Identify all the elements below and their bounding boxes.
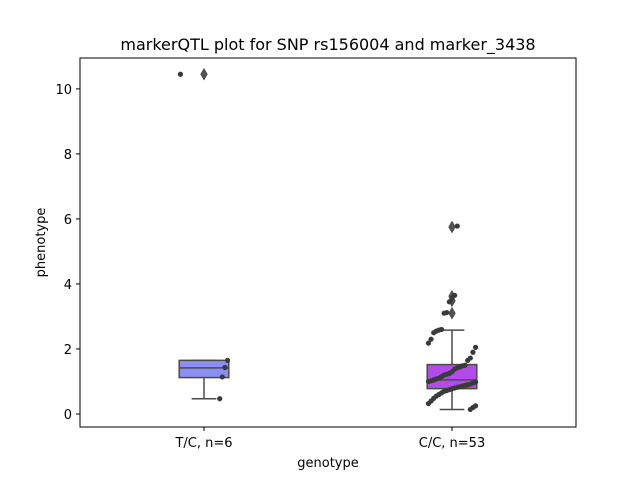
y-tick-label: 4 bbox=[64, 278, 72, 293]
data-point bbox=[470, 349, 476, 355]
data-point bbox=[441, 310, 447, 316]
y-tick-label: 8 bbox=[64, 148, 72, 163]
chart-title: markerQTL plot for SNP rs156004 and mark… bbox=[120, 35, 535, 55]
data-point bbox=[425, 340, 432, 346]
box bbox=[178, 359, 230, 379]
data-point bbox=[428, 336, 434, 342]
outlier-marker bbox=[448, 306, 456, 320]
outlier-marker bbox=[448, 220, 456, 234]
y-tick-label: 10 bbox=[55, 83, 72, 98]
data-point bbox=[219, 374, 225, 380]
data-point bbox=[177, 71, 184, 77]
y-axis-label: phenotype bbox=[34, 208, 49, 278]
boxes-layer bbox=[178, 67, 478, 411]
data-point bbox=[472, 344, 479, 350]
y-tick-label: 0 bbox=[64, 408, 72, 423]
points-layer bbox=[177, 71, 479, 413]
data-point bbox=[224, 357, 231, 363]
x-axis-label: genotype bbox=[297, 456, 358, 471]
data-point bbox=[465, 357, 471, 363]
data-point bbox=[425, 378, 432, 385]
y-axis: 0 2 4 6 8 10 bbox=[55, 83, 80, 423]
y-tick-label: 2 bbox=[64, 343, 72, 358]
data-point bbox=[431, 330, 437, 336]
plot-area bbox=[79, 57, 577, 428]
data-point bbox=[425, 400, 432, 407]
data-point bbox=[217, 396, 223, 402]
data-point bbox=[467, 406, 473, 413]
x-tick-label: C/C, n=53 bbox=[419, 436, 485, 451]
data-point bbox=[454, 223, 460, 229]
y-tick-label: 6 bbox=[64, 213, 72, 228]
data-point bbox=[222, 364, 228, 371]
outlier-marker bbox=[200, 67, 208, 81]
data-point bbox=[446, 299, 452, 305]
x-tick-label: T/C, n=6 bbox=[174, 436, 232, 451]
x-axis: T/C, n=6 C/C, n=53 bbox=[174, 427, 485, 451]
